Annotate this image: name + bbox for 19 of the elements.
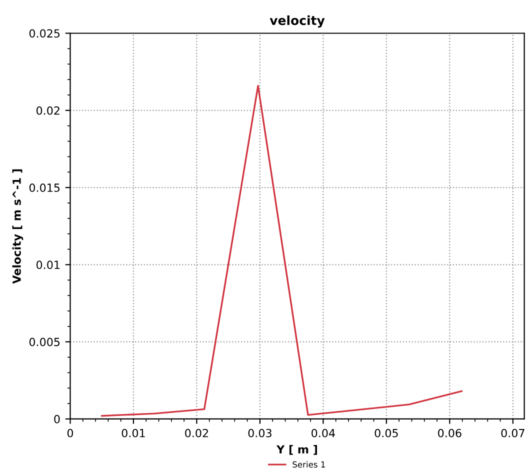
- x-tick-label: 0: [67, 428, 74, 438]
- y-tick-label: 0.025: [29, 29, 60, 38]
- x-tick-label: 0.02: [185, 428, 208, 438]
- x-tick-label: 0.06: [438, 428, 462, 438]
- y-tick-label: 0: [54, 414, 60, 424]
- x-tick-label: 0.07: [501, 428, 524, 438]
- y-tick-label: 0.015: [29, 184, 60, 192]
- x-tick-label: 0.01: [122, 428, 145, 438]
- x-tick-label: 0.04: [312, 428, 335, 438]
- y-tick-label: 0.005: [29, 338, 60, 346]
- line-series: [101, 84, 463, 417]
- x-tick-label: 0.03: [248, 428, 272, 438]
- x-axis-title: Y [ m ]: [276, 444, 317, 455]
- chart-title: velocity: [270, 15, 325, 28]
- x-tick-label: 0.05: [374, 428, 398, 438]
- legend-label: Series 1: [292, 461, 325, 468]
- y-tick-label: 0.01: [36, 260, 60, 270]
- y-tick-label: 0.02: [36, 106, 60, 115]
- y-axis-title: Velocity [ m s^-1 ]: [12, 169, 24, 284]
